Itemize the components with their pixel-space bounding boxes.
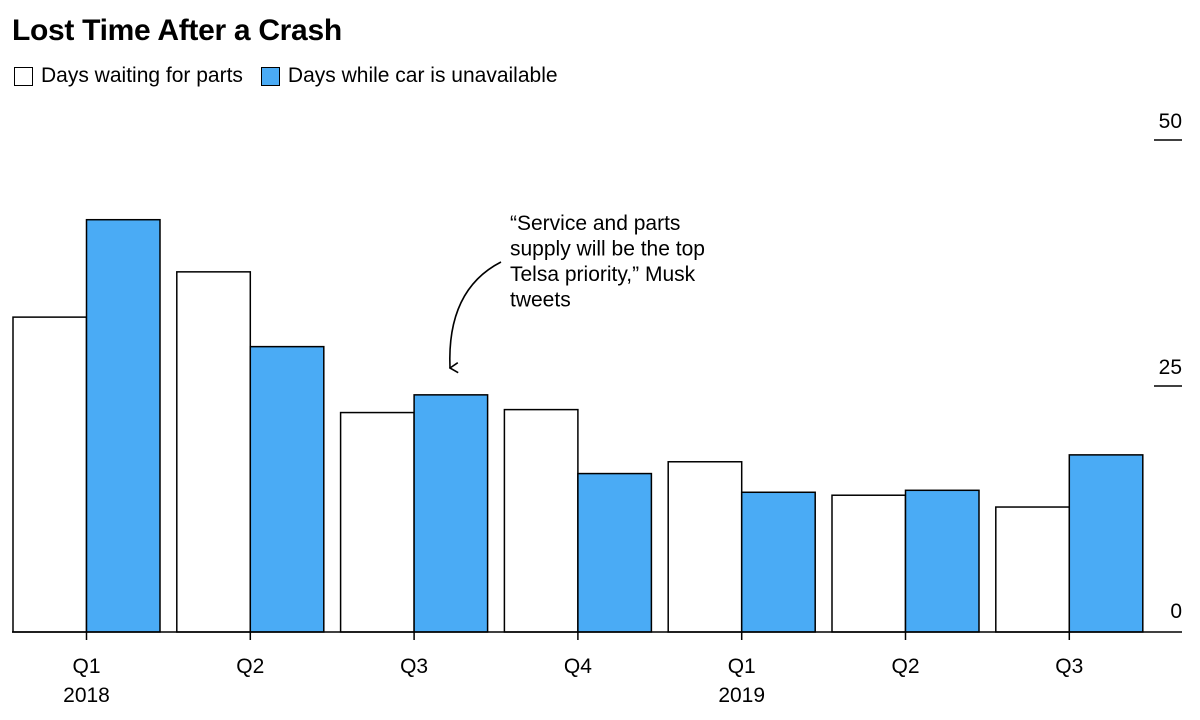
legend-item-parts: Days waiting for parts bbox=[14, 64, 243, 88]
bar-parts-4 bbox=[503, 408, 579, 633]
x-tick-label: Q4 bbox=[564, 655, 592, 678]
bar-parts-6 bbox=[831, 494, 907, 633]
legend: Days waiting for parts Days while car is… bbox=[14, 64, 576, 88]
bar-unavailable-1 bbox=[85, 218, 161, 633]
bar-parts-1 bbox=[12, 316, 88, 633]
bar-parts-7 bbox=[995, 506, 1071, 633]
x-year-label: 2018 bbox=[63, 684, 110, 707]
legend-label-parts: Days waiting for parts bbox=[41, 64, 243, 87]
annotation-line: Telsa priority,” Musk bbox=[510, 263, 696, 286]
bars-group bbox=[12, 218, 1144, 633]
x-tick-label: Q2 bbox=[891, 655, 919, 678]
x-tick-label: Q1 bbox=[728, 655, 756, 678]
bar-unavailable-2 bbox=[249, 345, 325, 633]
bar-unavailable-4 bbox=[577, 472, 653, 633]
chart-title: Lost Time After a Crash bbox=[12, 14, 342, 47]
x-tick-label: Q3 bbox=[1055, 655, 1083, 678]
bar-unavailable-5 bbox=[740, 491, 816, 633]
bar-parts-5 bbox=[667, 461, 743, 633]
legend-swatch-parts bbox=[14, 66, 33, 86]
annotation-line: tweets bbox=[510, 289, 571, 312]
annotation-text: “Service and parts supply will be the top… bbox=[510, 212, 705, 312]
y-tick-label: 25 bbox=[1159, 356, 1182, 379]
x-tick-label: Q3 bbox=[400, 655, 428, 678]
y-tick-label: 50 bbox=[1159, 110, 1182, 133]
legend-swatch-unavailable bbox=[260, 66, 280, 86]
y-tick-label: 0 bbox=[1170, 600, 1182, 623]
annotation: “Service and parts supply will be the top… bbox=[450, 212, 705, 368]
bar-parts-3 bbox=[339, 411, 415, 633]
x-axis: Q1 Q2 Q3 Q4 Q1 Q2 Q3 2018 2019 bbox=[12, 631, 1182, 707]
x-year-label: 2019 bbox=[718, 684, 765, 707]
bar-unavailable-7 bbox=[1068, 454, 1144, 633]
bar-unavailable-6 bbox=[904, 489, 980, 633]
y-axis: 0 25 50 bbox=[1154, 110, 1182, 623]
annotation-line: “Service and parts bbox=[510, 212, 680, 235]
legend-label-unavailable: Days while car is unavailable bbox=[287, 64, 558, 87]
annotation-line: supply will be the top bbox=[510, 238, 705, 261]
legend-item-unavailable: Days while car is unavailable bbox=[260, 64, 558, 88]
annotation-arrow bbox=[450, 261, 502, 368]
x-tick-label: Q1 bbox=[72, 655, 100, 678]
bar-parts-2 bbox=[176, 271, 252, 633]
bar-unavailable-3 bbox=[413, 394, 489, 633]
x-tick-label: Q2 bbox=[236, 655, 264, 678]
